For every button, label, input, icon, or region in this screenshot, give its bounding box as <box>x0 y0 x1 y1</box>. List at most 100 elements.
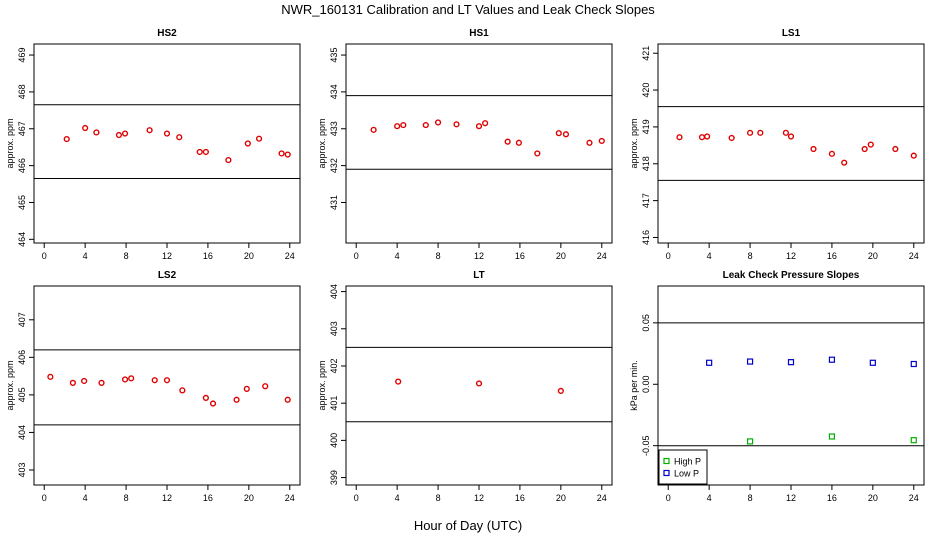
data-point <box>284 151 291 158</box>
x-tick-label: 4 <box>395 493 400 503</box>
y-tick-label: 468 <box>17 84 27 99</box>
x-tick-label: 4 <box>83 493 88 503</box>
data-point <box>176 134 183 141</box>
x-tick-label: 24 <box>597 251 607 261</box>
data-point <box>746 358 754 365</box>
data-point <box>534 150 541 157</box>
data-point <box>115 131 123 139</box>
panel-4: LT 0 4 8 12 16 20 24 399 400 401 402 403 404 approx. p… <box>317 270 613 503</box>
y-tick-label: 467 <box>17 121 27 136</box>
data-point <box>515 139 523 146</box>
x-tick-label: 0 <box>354 251 359 261</box>
x-tick-label: 20 <box>556 251 566 261</box>
data-point <box>810 145 817 153</box>
data-point <box>146 127 153 134</box>
x-tick-label: 12 <box>474 251 484 261</box>
y-tick-label: 435 <box>329 48 339 63</box>
data-point <box>562 131 570 138</box>
y-tick-label: 465 <box>17 195 27 210</box>
data-point <box>746 438 754 445</box>
y-tick-label: 419 <box>641 119 651 134</box>
x-tick-label: 12 <box>162 251 172 261</box>
x-tick-label: 4 <box>707 493 712 503</box>
plot-frame <box>33 43 301 244</box>
y-tick-label: 417 <box>641 193 651 208</box>
y-axis-label: approx. ppm <box>5 360 15 410</box>
y-tick-label: 466 <box>17 158 27 173</box>
data-point <box>698 134 706 141</box>
data-point <box>243 385 250 392</box>
data-point <box>163 130 171 137</box>
legend-marker <box>663 469 670 477</box>
x-tick-label: 16 <box>827 493 837 503</box>
y-tick-label: 433 <box>329 121 339 136</box>
y-tick-label: -0.05 <box>641 435 651 456</box>
y-axis-label: approx. ppm <box>317 118 327 168</box>
data-point <box>586 139 593 146</box>
y-tick-label: 400 <box>329 433 339 448</box>
x-tick-label: 20 <box>868 493 878 503</box>
data-point <box>504 138 511 145</box>
data-point <box>453 121 460 128</box>
data-point <box>202 394 209 401</box>
x-tick-label: 4 <box>707 251 712 261</box>
data-point <box>869 359 876 366</box>
x-tick-label: 16 <box>203 493 213 503</box>
data-point <box>196 148 203 156</box>
y-tick-label: 418 <box>641 156 651 171</box>
data-point <box>867 141 874 148</box>
y-tick-label: 464 <box>17 232 27 247</box>
y-tick-label: 406 <box>17 350 27 365</box>
y-tick-label: 434 <box>329 84 339 99</box>
data-point <box>244 140 251 147</box>
data-point <box>63 135 70 143</box>
data-point <box>81 377 88 385</box>
data-point <box>209 400 217 407</box>
panel-title: LS1 <box>782 28 801 39</box>
x-tick-label: 0 <box>354 493 359 503</box>
x-tick-label: 8 <box>124 251 129 261</box>
y-tick-label: 420 <box>641 83 651 98</box>
data-point <box>128 375 135 382</box>
data-point <box>93 129 100 136</box>
x-tick-label: 12 <box>786 493 796 503</box>
x-tick-label: 24 <box>909 493 919 503</box>
data-point <box>828 433 836 440</box>
x-tick-label: 0 <box>666 493 671 503</box>
x-tick-label: 12 <box>474 493 484 503</box>
x-tick-label: 20 <box>556 493 566 503</box>
x-tick-label: 24 <box>285 493 295 503</box>
y-tick-label: 401 <box>329 396 339 411</box>
x-tick-label: 12 <box>162 493 172 503</box>
y-tick-label: 403 <box>329 321 339 336</box>
data-point <box>841 159 848 166</box>
panel-1: HS1 0 4 8 12 16 20 24 431 432 433 434 435 approx. ppm <box>317 28 613 261</box>
y-tick-label: 421 <box>641 46 651 61</box>
data-point <box>475 380 483 387</box>
data-point <box>555 130 562 137</box>
panel-title: LT <box>473 270 484 281</box>
panel-title: LS2 <box>158 270 177 281</box>
y-tick-label: 404 <box>329 284 339 299</box>
data-point <box>828 356 836 363</box>
panel-2: LS1 0 4 8 12 16 20 24 416 417 418 419 420 421 approx. … <box>629 28 925 261</box>
data-point <box>370 126 377 133</box>
data-point <box>202 148 209 156</box>
data-point <box>910 152 917 159</box>
plot-frame <box>345 43 613 244</box>
panel-3: LS2 0 4 8 12 16 20 24 403 404 405 406 407 approx. ppm <box>5 270 301 503</box>
data-point <box>910 360 917 368</box>
y-axis-label: kPa per min. <box>629 360 639 411</box>
x-tick-label: 20 <box>244 493 254 503</box>
data-point <box>225 156 232 164</box>
y-tick-label: 403 <box>17 462 27 477</box>
panel-0: HS2 0 4 8 12 16 20 24 464 465 466 467 468 469 approx. … <box>5 28 301 261</box>
data-point <box>704 133 711 140</box>
x-tick-label: 0 <box>42 493 47 503</box>
data-point <box>728 134 735 142</box>
data-point <box>255 135 263 142</box>
data-point <box>179 387 186 394</box>
x-tick-label: 16 <box>827 251 837 261</box>
